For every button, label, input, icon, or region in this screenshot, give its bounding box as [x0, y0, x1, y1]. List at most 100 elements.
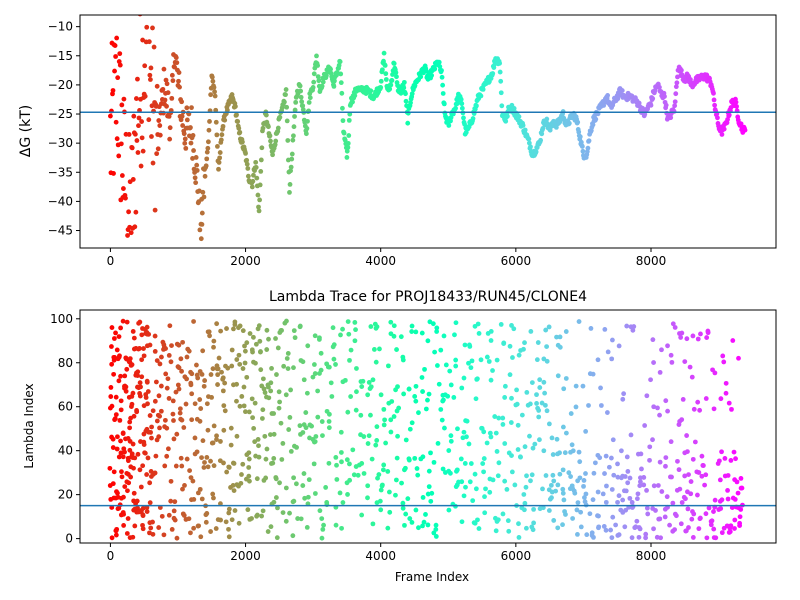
lambda-point [147, 413, 153, 418]
delta-g-point [388, 82, 394, 88]
lambda-point [174, 535, 180, 541]
lambda-point [192, 435, 198, 441]
delta-g-point [503, 118, 509, 124]
lambda-chart-title: Lambda Trace for PROJ18433/RUN45/CLONE4 [269, 289, 587, 305]
lambda-point [191, 497, 197, 502]
lambda-point [540, 486, 545, 492]
lambda-point [439, 417, 445, 423]
lambda-point [247, 478, 252, 484]
lambda-point [521, 346, 526, 352]
lambda-point [163, 371, 169, 377]
lambda-point [346, 331, 352, 337]
delta-g-point [378, 78, 384, 84]
delta-g-point [132, 131, 138, 137]
lambda-point [528, 478, 533, 484]
lambda-point [229, 363, 235, 369]
lambda-point [387, 509, 393, 515]
lambda-point [310, 374, 316, 380]
lambda-point [127, 419, 133, 425]
delta-g-point [344, 148, 350, 154]
delta-g-point [163, 77, 169, 83]
delta-g-point [250, 178, 256, 184]
delta-g-point [123, 195, 128, 201]
lambda-point [359, 461, 365, 466]
lambda-point [186, 348, 192, 354]
lambda-point [199, 372, 205, 377]
delta-g-point [213, 107, 219, 113]
lambda-x-ticks: 0 2000 4000 6000 8000 [107, 543, 666, 563]
lambda-point [521, 507, 527, 513]
lambda-point [560, 522, 565, 528]
lambda-point [468, 461, 474, 466]
lambda-point [291, 365, 296, 371]
lambda-point [374, 324, 380, 330]
lambda-point [176, 342, 182, 348]
delta-g-point [125, 233, 130, 238]
delta-g-point [118, 141, 124, 147]
lambda-point [129, 401, 135, 407]
delta-g-point [126, 132, 132, 137]
lambda-point [177, 406, 183, 412]
lambda-point [147, 500, 153, 506]
lambda-point [440, 466, 446, 472]
lambda-point [409, 420, 415, 426]
lambda-point [301, 377, 307, 383]
lambda-point [502, 441, 508, 446]
lambda-point [300, 430, 306, 435]
lambda-point [116, 334, 122, 340]
lambda-point [352, 320, 358, 325]
lambda-point [679, 417, 685, 423]
lambda-point [110, 481, 116, 487]
lambda-point [256, 443, 261, 449]
lambda-point [207, 333, 212, 339]
y-tick-label: 0 [65, 532, 73, 546]
delta-g-point [439, 68, 444, 73]
delta-g-point [459, 105, 465, 111]
lambda-point [111, 371, 117, 377]
lambda-point [130, 390, 136, 396]
lambda-point [109, 403, 115, 409]
lambda-point [178, 455, 184, 461]
delta-g-point [194, 168, 200, 173]
delta-g-point [381, 50, 387, 56]
lambda-point [328, 380, 334, 386]
delta-g-point [401, 85, 407, 91]
lambda-point [131, 335, 137, 341]
lambda-point [251, 425, 257, 431]
lambda-point [669, 474, 674, 480]
lambda-point [484, 440, 490, 446]
lambda-point [184, 354, 190, 360]
lambda-point [273, 495, 279, 500]
lambda-point [462, 461, 468, 466]
lambda-point [271, 411, 277, 416]
lambda-point [405, 496, 411, 502]
lambda-point [152, 398, 158, 404]
lambda-point [421, 519, 427, 525]
lambda-point [141, 353, 147, 359]
lambda-point [215, 372, 221, 378]
delta-g-point [432, 66, 438, 72]
lambda-point [256, 323, 262, 329]
lambda-point [359, 512, 365, 518]
delta-g-point [328, 66, 333, 72]
lambda-point [246, 473, 252, 479]
lambda-point [438, 407, 444, 412]
lambda-point [563, 376, 569, 381]
lambda-point [348, 394, 354, 399]
lambda-point [393, 492, 398, 498]
lambda-point [684, 336, 690, 342]
delta-g-point [204, 149, 210, 155]
delta-g-point [490, 71, 496, 76]
lambda-point [603, 499, 609, 505]
lambda-point [377, 346, 382, 352]
lambda-point [350, 447, 356, 453]
lambda-point [201, 383, 207, 389]
delta-g-point [184, 105, 190, 111]
lambda-point [403, 437, 409, 443]
lambda-point [413, 329, 419, 335]
delta-g-point [650, 96, 656, 101]
delta-g-point [161, 110, 166, 116]
lambda-point [582, 499, 588, 505]
delta-g-point [394, 74, 399, 80]
delta-g-point [167, 136, 173, 142]
